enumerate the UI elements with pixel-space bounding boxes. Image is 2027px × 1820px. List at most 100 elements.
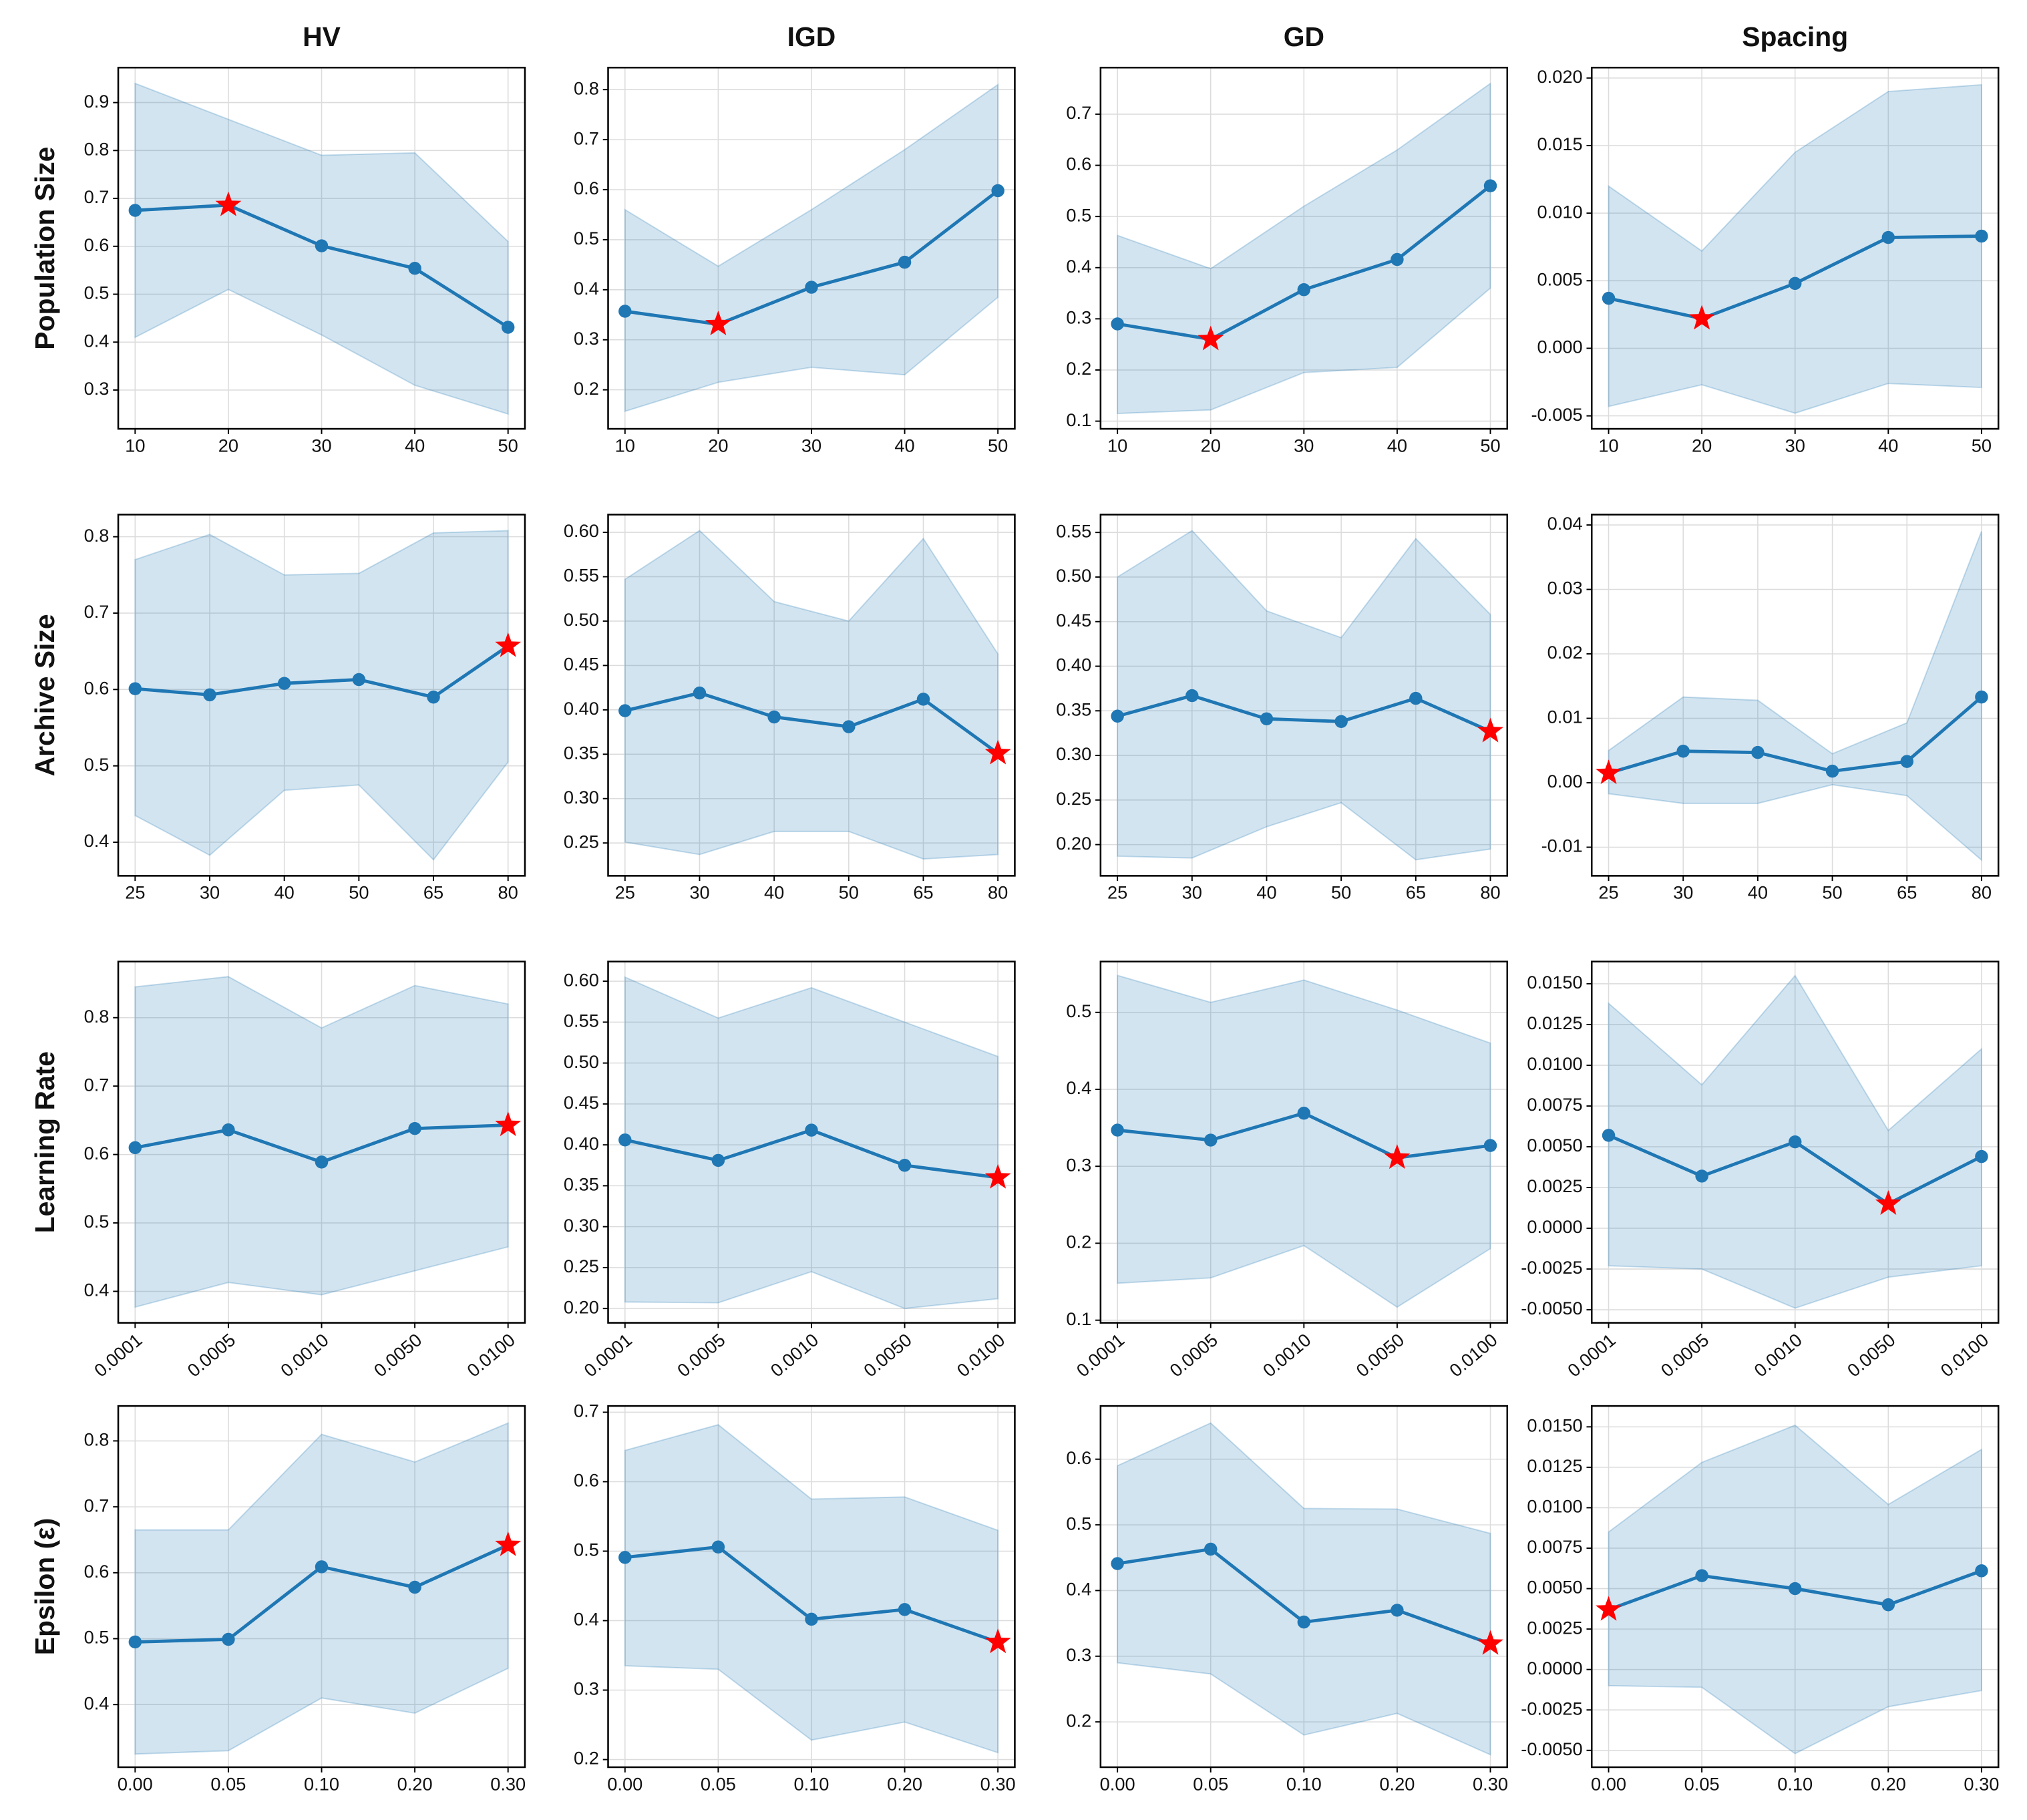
best-marker <box>1875 1190 1901 1215</box>
y-tick-label: 0.4 <box>1066 1579 1091 1600</box>
x-tick-label: 0.20 <box>397 1773 433 1794</box>
y-tick-label: 0.4 <box>1066 256 1091 277</box>
row-label: Learning Rate <box>29 1051 60 1233</box>
band <box>134 1422 509 1755</box>
y-tick-label: 0.7 <box>574 1401 599 1421</box>
x-tick-label: 0.20 <box>1871 1773 1906 1794</box>
y-tick-label: 0.6 <box>1066 1447 1091 1468</box>
point <box>1334 715 1348 729</box>
y-tick-label: -0.005 <box>1531 404 1582 425</box>
y-tick-label: 0.3 <box>1066 307 1091 328</box>
plot-frame <box>1590 1405 2000 1769</box>
y-tick-label: 0.6 <box>84 678 110 699</box>
x-tick-label: 65 <box>1897 882 1917 903</box>
point <box>1602 291 1616 305</box>
x-tick-label: 0.0100 <box>463 1329 519 1381</box>
point <box>352 673 366 687</box>
row-label: Population Size <box>29 147 60 350</box>
x-tick-label: 25 <box>1107 882 1127 903</box>
point <box>315 1560 329 1574</box>
y-tick-label: 0.35 <box>1056 699 1091 719</box>
x-tick-label: 0.30 <box>1964 1773 1999 1794</box>
y-tick-label: 0.8 <box>84 525 110 546</box>
band <box>1117 530 1491 861</box>
y-tick-label: 0.25 <box>564 1256 599 1276</box>
y-tick-label: 0.00 <box>1547 771 1583 791</box>
mean-line <box>1117 694 1491 733</box>
x-tick-label: 0.10 <box>1777 1773 1813 1794</box>
y-tick-label: 0.0150 <box>1527 1415 1582 1436</box>
point <box>1111 1123 1124 1137</box>
x-tick-label: 30 <box>1785 435 1805 456</box>
point <box>1297 1615 1311 1629</box>
point <box>1111 1557 1124 1570</box>
band <box>624 1424 999 1754</box>
x-tick-label: 0.30 <box>980 1773 1016 1794</box>
x-tick-label: 40 <box>274 882 295 903</box>
x-tick-label: 40 <box>405 435 425 456</box>
x-tick-label: 50 <box>349 882 369 903</box>
y-tick-label: 0.4 <box>84 1280 110 1300</box>
point <box>128 1141 142 1155</box>
x-tick-label: 0.05 <box>1684 1773 1720 1794</box>
y-tick-label: 0.45 <box>564 654 599 675</box>
plot-frame <box>607 66 1016 430</box>
point <box>1881 1598 1895 1612</box>
y-tick-label: 0.1 <box>1066 409 1091 430</box>
y-tick-label: 0.35 <box>564 742 599 763</box>
point <box>618 305 632 318</box>
y-tick-label: -0.0050 <box>1521 1739 1582 1759</box>
band <box>134 976 509 1308</box>
mean-line <box>624 691 999 755</box>
x-tick-label: 0.0005 <box>1165 1329 1222 1381</box>
y-tick-label: 0.4 <box>84 330 110 351</box>
point <box>1788 1582 1802 1596</box>
point <box>408 1580 421 1594</box>
x-tick-label: 0.0050 <box>860 1329 916 1381</box>
x-tick-label: 0.0001 <box>1073 1329 1129 1381</box>
y-tick-label: 0.0025 <box>1527 1617 1582 1638</box>
point <box>1483 1139 1497 1152</box>
plot-frame <box>607 1405 1016 1769</box>
mean-line <box>135 645 510 699</box>
point <box>1483 179 1497 192</box>
x-tick-label: 65 <box>423 882 443 903</box>
point <box>408 262 421 275</box>
x-tick-label: 20 <box>708 435 728 456</box>
x-tick-label: 0.10 <box>1286 1773 1322 1794</box>
x-tick-label: 80 <box>1972 882 1992 903</box>
point <box>1900 755 1913 768</box>
point <box>222 1632 235 1646</box>
y-tick-label: 0.7 <box>84 186 110 207</box>
y-tick-label: 0.04 <box>1547 513 1583 534</box>
band <box>1608 531 1982 862</box>
best-marker <box>1596 759 1622 785</box>
best-marker <box>495 1531 522 1556</box>
y-tick-label: 0.60 <box>564 520 599 541</box>
y-tick-label: 0.3 <box>84 378 110 399</box>
x-tick-label: 50 <box>1480 435 1500 456</box>
y-tick-label: 0.1 <box>1066 1308 1091 1329</box>
point <box>1297 283 1311 297</box>
y-tick-label: -0.0050 <box>1521 1298 1582 1318</box>
y-tick-label: 0.45 <box>1056 610 1091 630</box>
column-title: GD <box>1284 21 1324 52</box>
point <box>1751 745 1765 759</box>
plot-frame <box>117 514 526 877</box>
y-tick-label: 0.7 <box>84 1074 110 1095</box>
y-tick-label: 0.6 <box>84 1561 110 1582</box>
point <box>805 281 818 294</box>
x-tick-label: 0.0010 <box>1750 1329 1806 1381</box>
point <box>1975 1564 1988 1578</box>
point <box>1695 1169 1708 1183</box>
x-tick-label: 80 <box>1480 882 1500 903</box>
point <box>1695 1569 1708 1582</box>
point <box>805 1612 818 1626</box>
y-tick-label: 0.20 <box>564 1296 599 1317</box>
x-tick-label: 40 <box>764 882 784 903</box>
x-tick-label: 0.0050 <box>1843 1329 1899 1381</box>
x-tick-label: 10 <box>1107 435 1127 456</box>
row-label: Epsilon (ε) <box>29 1518 60 1655</box>
point <box>618 1551 632 1564</box>
x-tick-label: 0.00 <box>1591 1773 1626 1794</box>
